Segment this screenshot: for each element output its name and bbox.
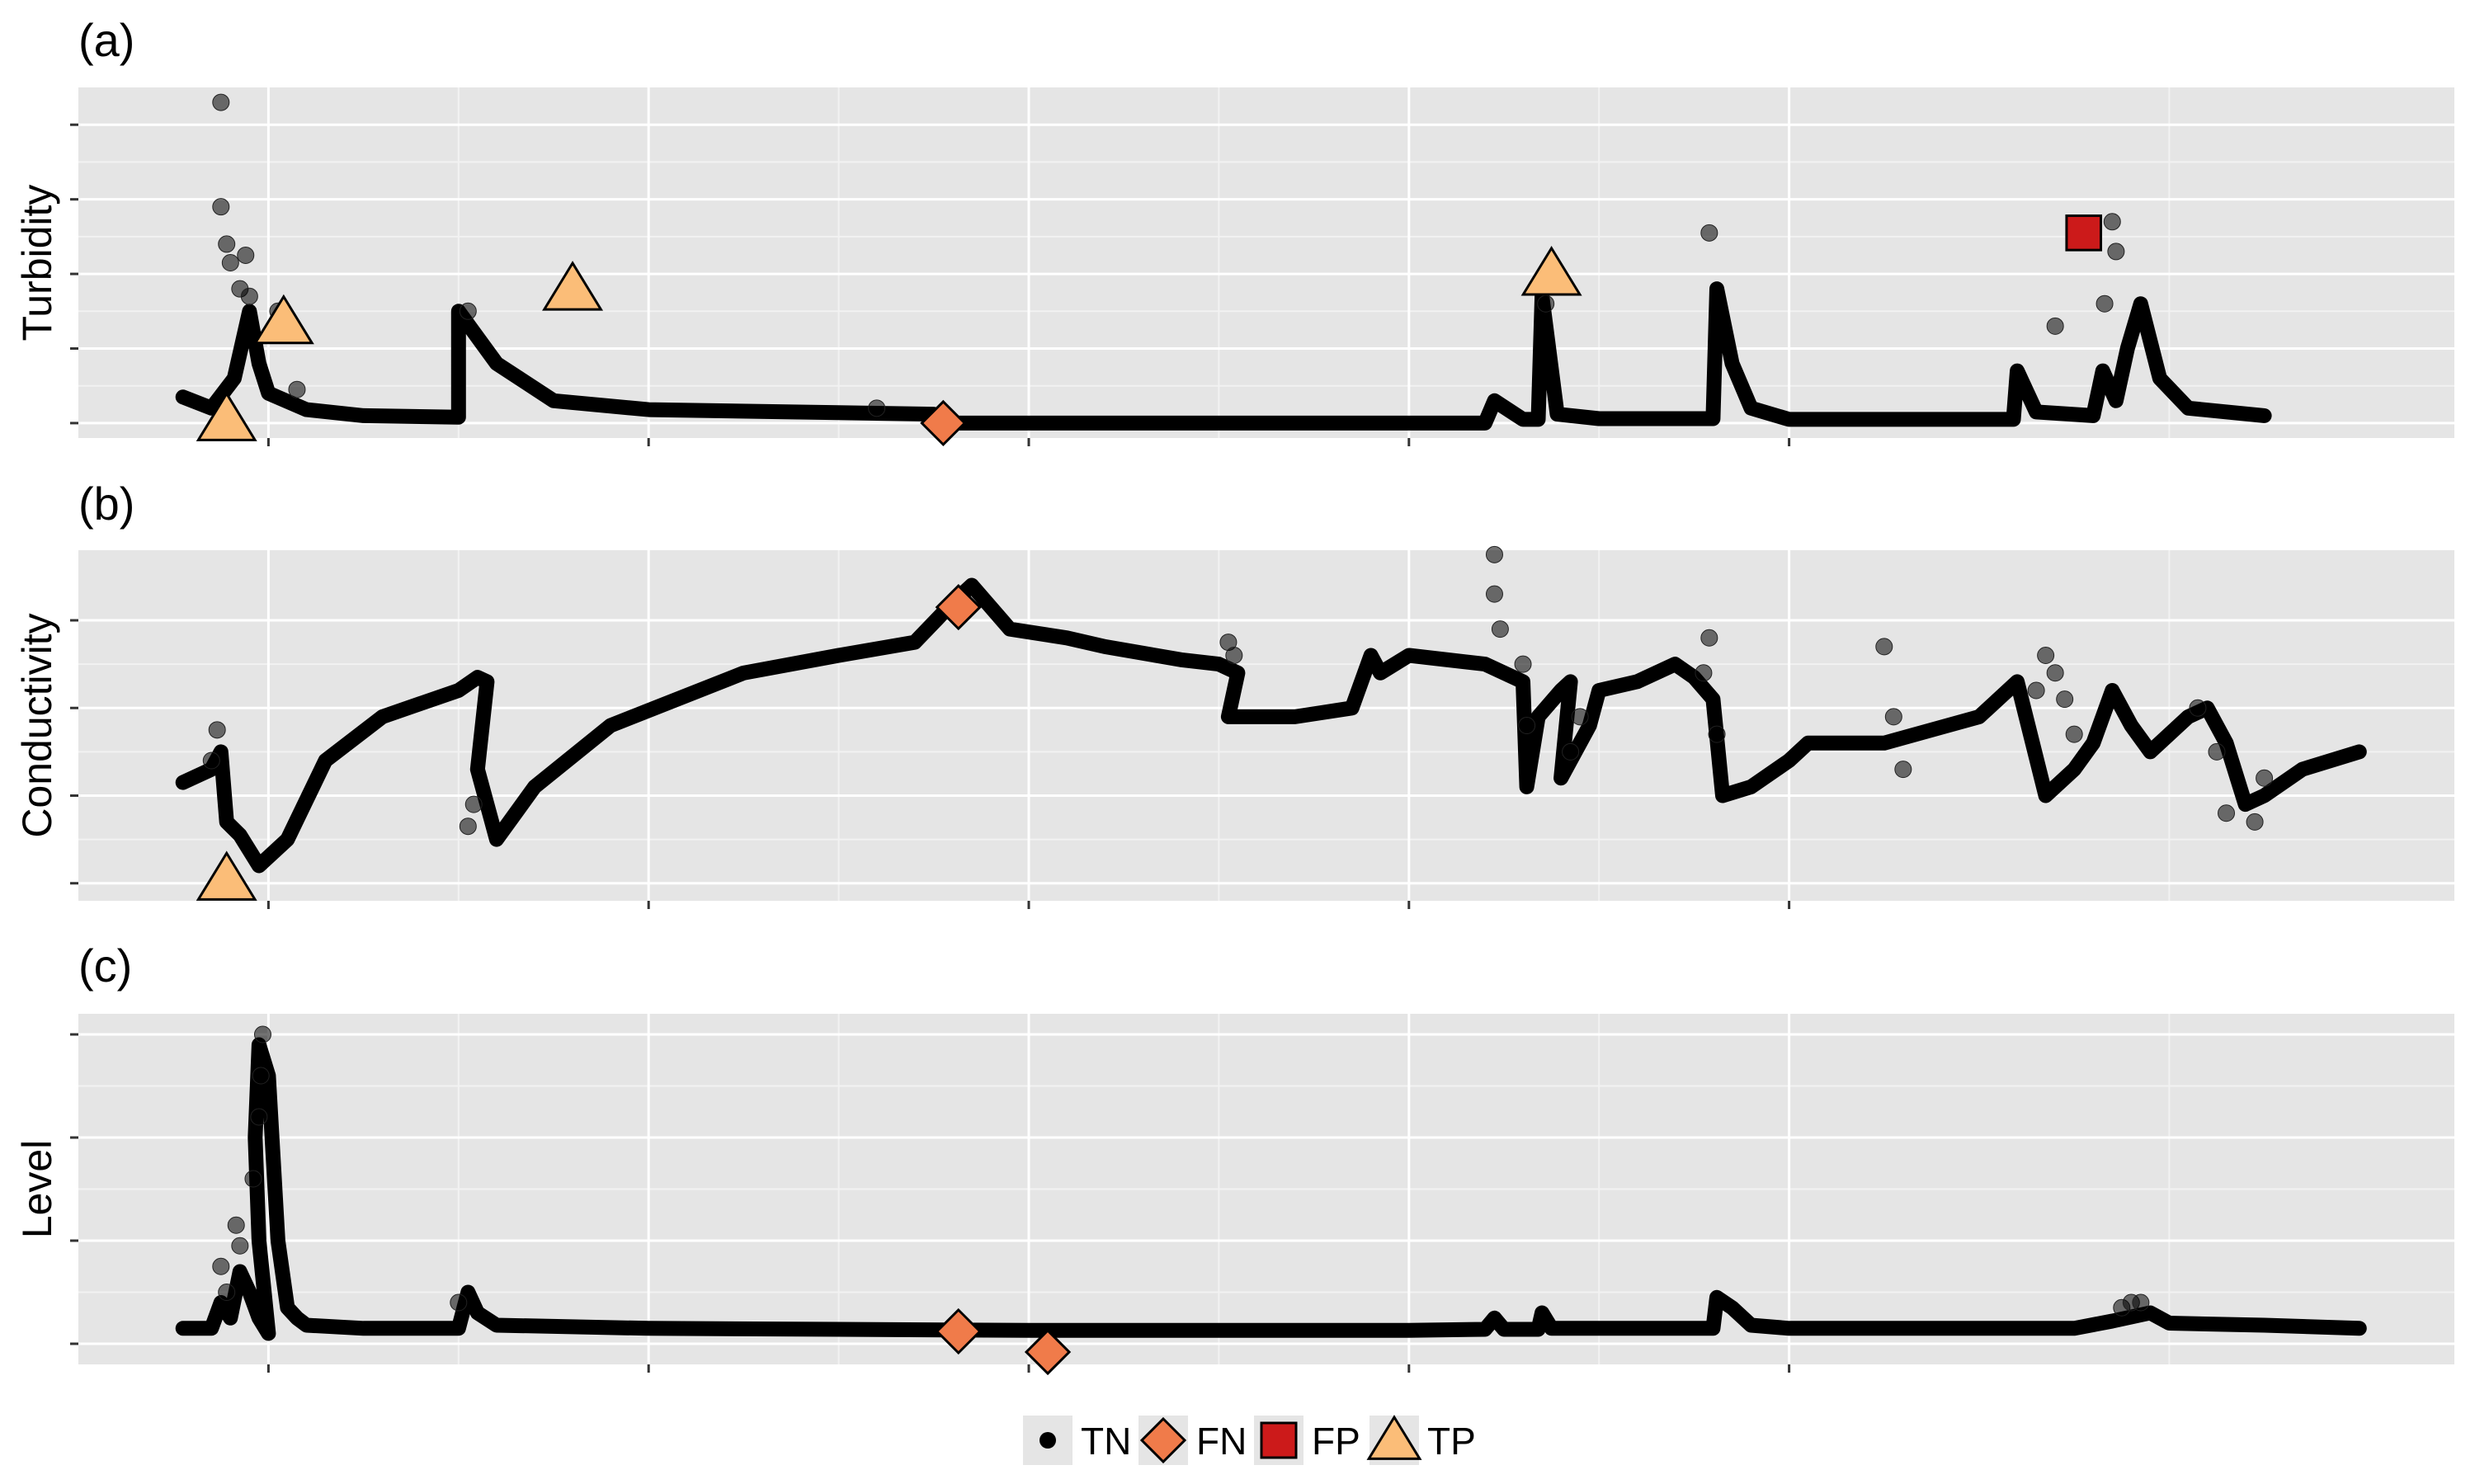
panel-level: (c) Level	[14, 940, 2454, 1376]
tn-point	[2046, 664, 2064, 682]
tn-point	[2027, 681, 2045, 700]
tn-point	[459, 302, 477, 320]
tp-point	[196, 391, 257, 441]
tn-point	[1518, 717, 1536, 734]
tn-point	[218, 235, 236, 253]
tn-point	[1514, 655, 1532, 673]
fn-point	[935, 1307, 982, 1355]
tn-point	[231, 1237, 249, 1255]
tn-point	[2096, 294, 2114, 313]
y-axis-title: Level	[14, 1140, 60, 1239]
tn-point	[288, 380, 306, 398]
tn-point	[2046, 317, 2064, 335]
tn-point	[244, 1170, 262, 1188]
tn-point	[1485, 545, 1503, 563]
tn-series-line	[175, 1037, 2367, 1341]
tn-point	[1884, 708, 1902, 726]
tn-point	[1537, 294, 1555, 313]
tn-point	[1894, 761, 1912, 779]
tn-point	[1700, 629, 1718, 647]
legend-label: FP	[1312, 1420, 1360, 1463]
tn-point	[1491, 620, 1509, 638]
legend: TN FN FP TP	[1023, 1415, 1476, 1465]
legend-key-tp	[1366, 1415, 1422, 1460]
tn-point	[218, 1284, 236, 1301]
tn-point	[464, 795, 483, 813]
tn-point	[1695, 664, 1713, 682]
panel-label: (a)	[78, 14, 134, 66]
tn-point	[1700, 224, 1718, 242]
plot-background	[78, 550, 2454, 901]
tn-point	[1485, 585, 1503, 603]
tp-point	[252, 294, 314, 345]
tn-point	[2132, 1293, 2150, 1312]
tn-point	[250, 1108, 268, 1126]
tn-point	[2065, 725, 2083, 743]
legend-key-fn	[1139, 1416, 1187, 1464]
tn-point	[2037, 647, 2055, 664]
tn-point	[2107, 243, 2125, 261]
tn-point	[202, 751, 220, 770]
tn-point	[2256, 769, 2274, 787]
tn-point	[2103, 213, 2121, 231]
tn-point	[2246, 813, 2264, 831]
tn-point	[2218, 804, 2236, 822]
plot-background	[78, 87, 2454, 438]
tn-point	[1708, 725, 1726, 743]
tn-point	[212, 198, 230, 216]
panel-label: (c)	[78, 940, 132, 992]
tn-point	[2189, 699, 2207, 717]
tn-point	[868, 399, 886, 417]
tn-point	[459, 817, 477, 836]
tn-point	[1875, 638, 1893, 656]
tn-point	[2056, 690, 2074, 709]
tn-point	[450, 1293, 468, 1312]
fn-point	[920, 399, 967, 447]
tn-point	[1225, 647, 1243, 664]
fp-point	[2065, 214, 2103, 252]
legend-label: TN	[1081, 1420, 1131, 1463]
tn-point	[212, 93, 230, 111]
tn-series-line	[175, 281, 2272, 431]
legend-key-tn	[1040, 1432, 1056, 1449]
panel-label: (b)	[78, 478, 134, 530]
tn-point	[221, 254, 239, 271]
panel-turbidity: (a) Turbidity	[14, 14, 2454, 447]
legend-label: TP	[1427, 1420, 1476, 1463]
tn-point	[237, 246, 255, 264]
tp-point	[542, 261, 604, 311]
tn-point	[227, 1216, 245, 1234]
tn-point	[253, 1025, 271, 1044]
tn-point	[2208, 742, 2226, 761]
tp-point	[1520, 245, 1582, 296]
fn-point	[935, 583, 982, 631]
tn-point	[212, 1257, 230, 1275]
tn-point	[208, 721, 226, 739]
tn-point	[1562, 742, 1580, 761]
tn-point	[1571, 708, 1589, 726]
legend-key-fp	[1260, 1421, 1298, 1459]
y-axis-title: Turbidity	[14, 185, 60, 342]
fn-point	[1024, 1328, 1072, 1376]
tp-point	[196, 850, 257, 901]
y-axis-title: Conductivity	[14, 613, 60, 837]
legend-label: FN	[1196, 1420, 1247, 1463]
tn-series-line	[175, 577, 2367, 874]
panel-conductivity: (b) Conductivity	[14, 478, 2454, 909]
tn-point	[240, 287, 258, 305]
tn-point	[252, 1067, 270, 1085]
